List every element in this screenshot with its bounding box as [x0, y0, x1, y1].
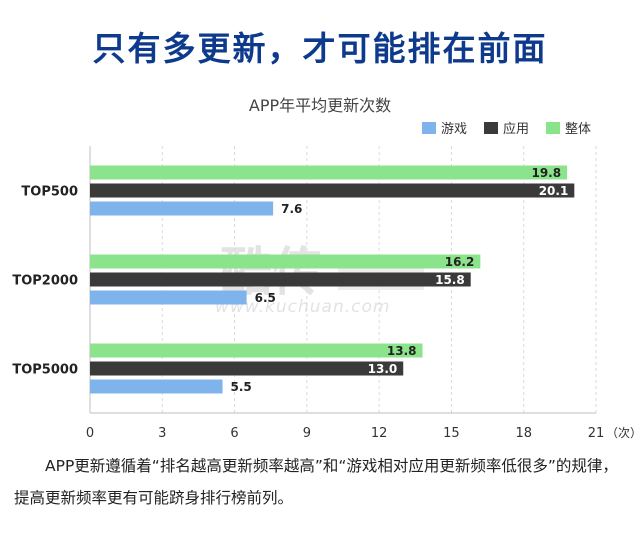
watermark-url: www.kuchuan.com [215, 297, 390, 317]
bar-overall [90, 254, 481, 269]
caption-text: APP更新遵循着“排名越高更新频率越高”和“游戏相对应用更新频率低很多”的规律，… [14, 457, 618, 507]
data-label-app: 20.1 [539, 184, 569, 198]
data-label-overall: 16.2 [445, 255, 475, 269]
x-tick-label: 15 [443, 426, 460, 441]
bar-app [90, 361, 404, 376]
x-tick-label: 21 [588, 426, 605, 441]
x-tick-label: 0 [86, 426, 94, 441]
category-label: TOP500 [21, 185, 78, 200]
data-label-overall: 13.8 [387, 344, 417, 358]
bar-game [90, 379, 223, 394]
data-label-overall: 19.8 [531, 166, 561, 180]
legend-label-overall: 整体 [565, 122, 591, 137]
bar-app [90, 272, 471, 287]
data-label-game: 7.6 [281, 202, 302, 216]
category-label: TOP2000 [12, 274, 78, 289]
data-label-game: 6.5 [255, 291, 276, 305]
data-label-game: 5.5 [231, 380, 252, 394]
bar-overall [90, 343, 423, 358]
legend-label-game: 游戏 [441, 122, 467, 137]
legend-swatch-overall [546, 122, 560, 134]
bar-overall [90, 165, 568, 180]
chart-title: APP年平均更新次数 [248, 96, 392, 115]
x-tick-label: 9 [303, 426, 311, 441]
x-tick-label: 3 [158, 426, 166, 441]
x-tick-label: 12 [371, 426, 388, 441]
x-tick-label: 6 [230, 426, 238, 441]
bar-game [90, 290, 247, 305]
x-tick-label: 18 [515, 426, 532, 441]
bar-app [90, 183, 575, 198]
data-label-app: 15.8 [435, 273, 465, 287]
legend-swatch-app [484, 122, 498, 134]
category-label: TOP5000 [12, 363, 78, 378]
headline: 只有多更新，才可能排在前面 [92, 29, 548, 68]
data-label-app: 13.0 [368, 362, 398, 376]
legend-label-app: 应用 [503, 121, 529, 137]
bar-game [90, 201, 274, 216]
x-axis-unit: （次） [606, 426, 640, 440]
legend-swatch-game [422, 122, 436, 134]
